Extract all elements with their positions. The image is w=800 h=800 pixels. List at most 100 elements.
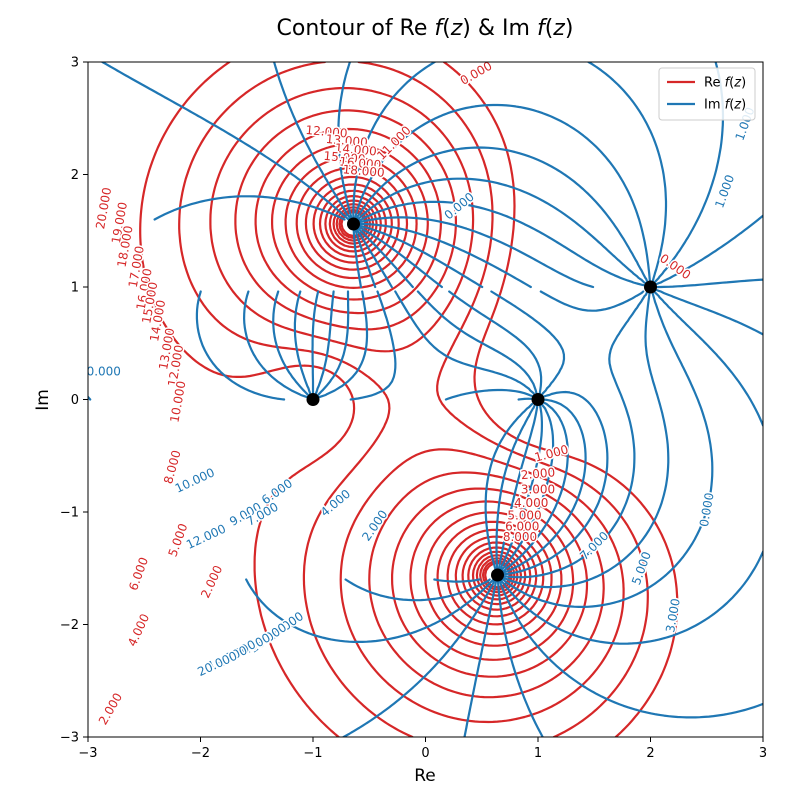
re-contour-label: 5.000 [507,508,541,522]
im-contour-line [500,400,555,572]
im-contour-line [448,290,670,589]
im-contour-line [272,146,649,583]
im-contour-label: 1.000 [712,173,737,210]
im-contour-line [354,227,377,289]
x-axis-label: Re [414,766,436,786]
re-contour-label: 14.000 [334,141,377,159]
re-contour-label: 18.000 [342,162,385,180]
im-contour-line [495,402,537,572]
re-contour-label: 0.000 [458,59,495,88]
y-tick: 1 [71,281,88,296]
marked-points [306,217,657,582]
re-contour-label: 15.000 [323,149,366,167]
x-tick: 0 [421,737,430,761]
marked-point [531,393,545,406]
x-tick-label: 1 [534,746,542,761]
re-contour-line [209,87,625,724]
im-contour-line [293,103,652,602]
x-tick-label: 0 [421,746,429,761]
y-axis-label: Im [33,389,53,411]
legend: Re f(z) Im f(z) [658,67,756,121]
im-contour-line [500,399,569,573]
im-contour-label: 20.000 [195,649,239,679]
re-contour-label: 3.000 [521,483,555,497]
x-axis: −3 −2 −1 0 1 2 3 [78,737,767,761]
legend-label: Im f(z) [704,98,746,113]
im-contour-line [394,288,763,645]
im-contour-line [416,289,714,608]
y-tick-label: −3 [60,731,79,746]
y-axis: −3 −2 −1 0 1 2 3 [60,56,88,746]
im-contour-label: 7.000 [577,529,611,563]
im-contour-label: 6.000 [259,476,295,507]
re-contour-label: 12.000 [305,123,348,141]
im-contour-line [356,224,484,289]
legend-entry: Im f(z) [667,98,746,113]
im-contour-line [101,62,763,737]
re-contour-line [304,175,545,626]
im-contour-line [500,290,645,576]
im-contour-line [490,290,649,579]
re-contour-label: 8.000 [503,530,537,544]
chart-title: Contour of Re f(z) & Im f(z) [277,16,574,41]
y-tick-label: 1 [71,281,79,296]
im-contour-line [355,227,393,289]
im-contour-line [484,402,534,572]
im-contour-line [500,398,587,575]
re-contour-label: 2.000 [198,563,225,600]
re-contour-label: 4.000 [125,612,152,649]
re-contour-label: 20.000 [93,186,114,230]
im-contour-label: 2.000 [359,507,390,543]
im-contour-label: 12.000 [184,522,228,552]
im-contour-line [356,227,414,289]
im-contour-lines [88,62,763,737]
x-tick-label: 2 [646,746,654,761]
re-contour-label: 6.000 [126,555,151,592]
x-tick: −2 [191,737,210,761]
im-contour-line [356,225,443,289]
re-contour-label: 4.000 [514,496,548,510]
im-contour-line [243,177,648,399]
y-tick: −1 [60,506,88,521]
x-tick-label: 3 [759,746,767,761]
x-tick-label: −1 [303,746,322,761]
re-contour-lines [139,62,679,737]
im-contour-label: 0.000 [697,492,717,528]
y-tick-label: 3 [71,56,79,71]
re-contour-line [271,143,575,661]
im-contour-line [352,227,362,289]
y-tick: 0 [71,393,88,408]
im-contour-label: 3.000 [663,597,683,633]
im-contour-line [195,200,648,401]
im-contour-label: 0.000 [87,364,121,378]
x-tick-label: −3 [78,746,97,761]
marked-point [306,393,320,406]
x-tick-label: −2 [191,746,210,761]
re-contour-line [139,62,679,737]
x-tick: −1 [303,737,323,761]
marked-point [644,280,657,294]
x-tick: 3 [759,737,767,761]
re-contour-line [234,109,605,699]
y-tick: 3 [71,56,88,71]
y-tick: −3 [60,731,88,746]
im-contour-line [356,222,532,289]
im-contour-line [153,195,763,719]
marked-point [491,568,504,582]
x-tick: 2 [646,737,655,761]
re-contour-label: 2.000 [520,465,555,482]
re-contour-line [328,199,522,601]
y-tick: 2 [71,168,88,183]
im-contour-label: 10.000 [173,465,217,495]
re-contour-label: 2.000 [96,690,125,727]
re-contour-label: 6.000 [505,520,539,534]
im-contour-line [245,62,668,643]
re-contour-line [178,62,649,737]
legend-entry: Re f(z) [667,76,746,91]
y-tick-label: −2 [60,618,79,633]
re-contour-line [335,206,516,594]
legend-label: Re f(z) [704,76,746,91]
marked-point [347,217,360,231]
re-contour-label: 13.000 [325,132,368,150]
